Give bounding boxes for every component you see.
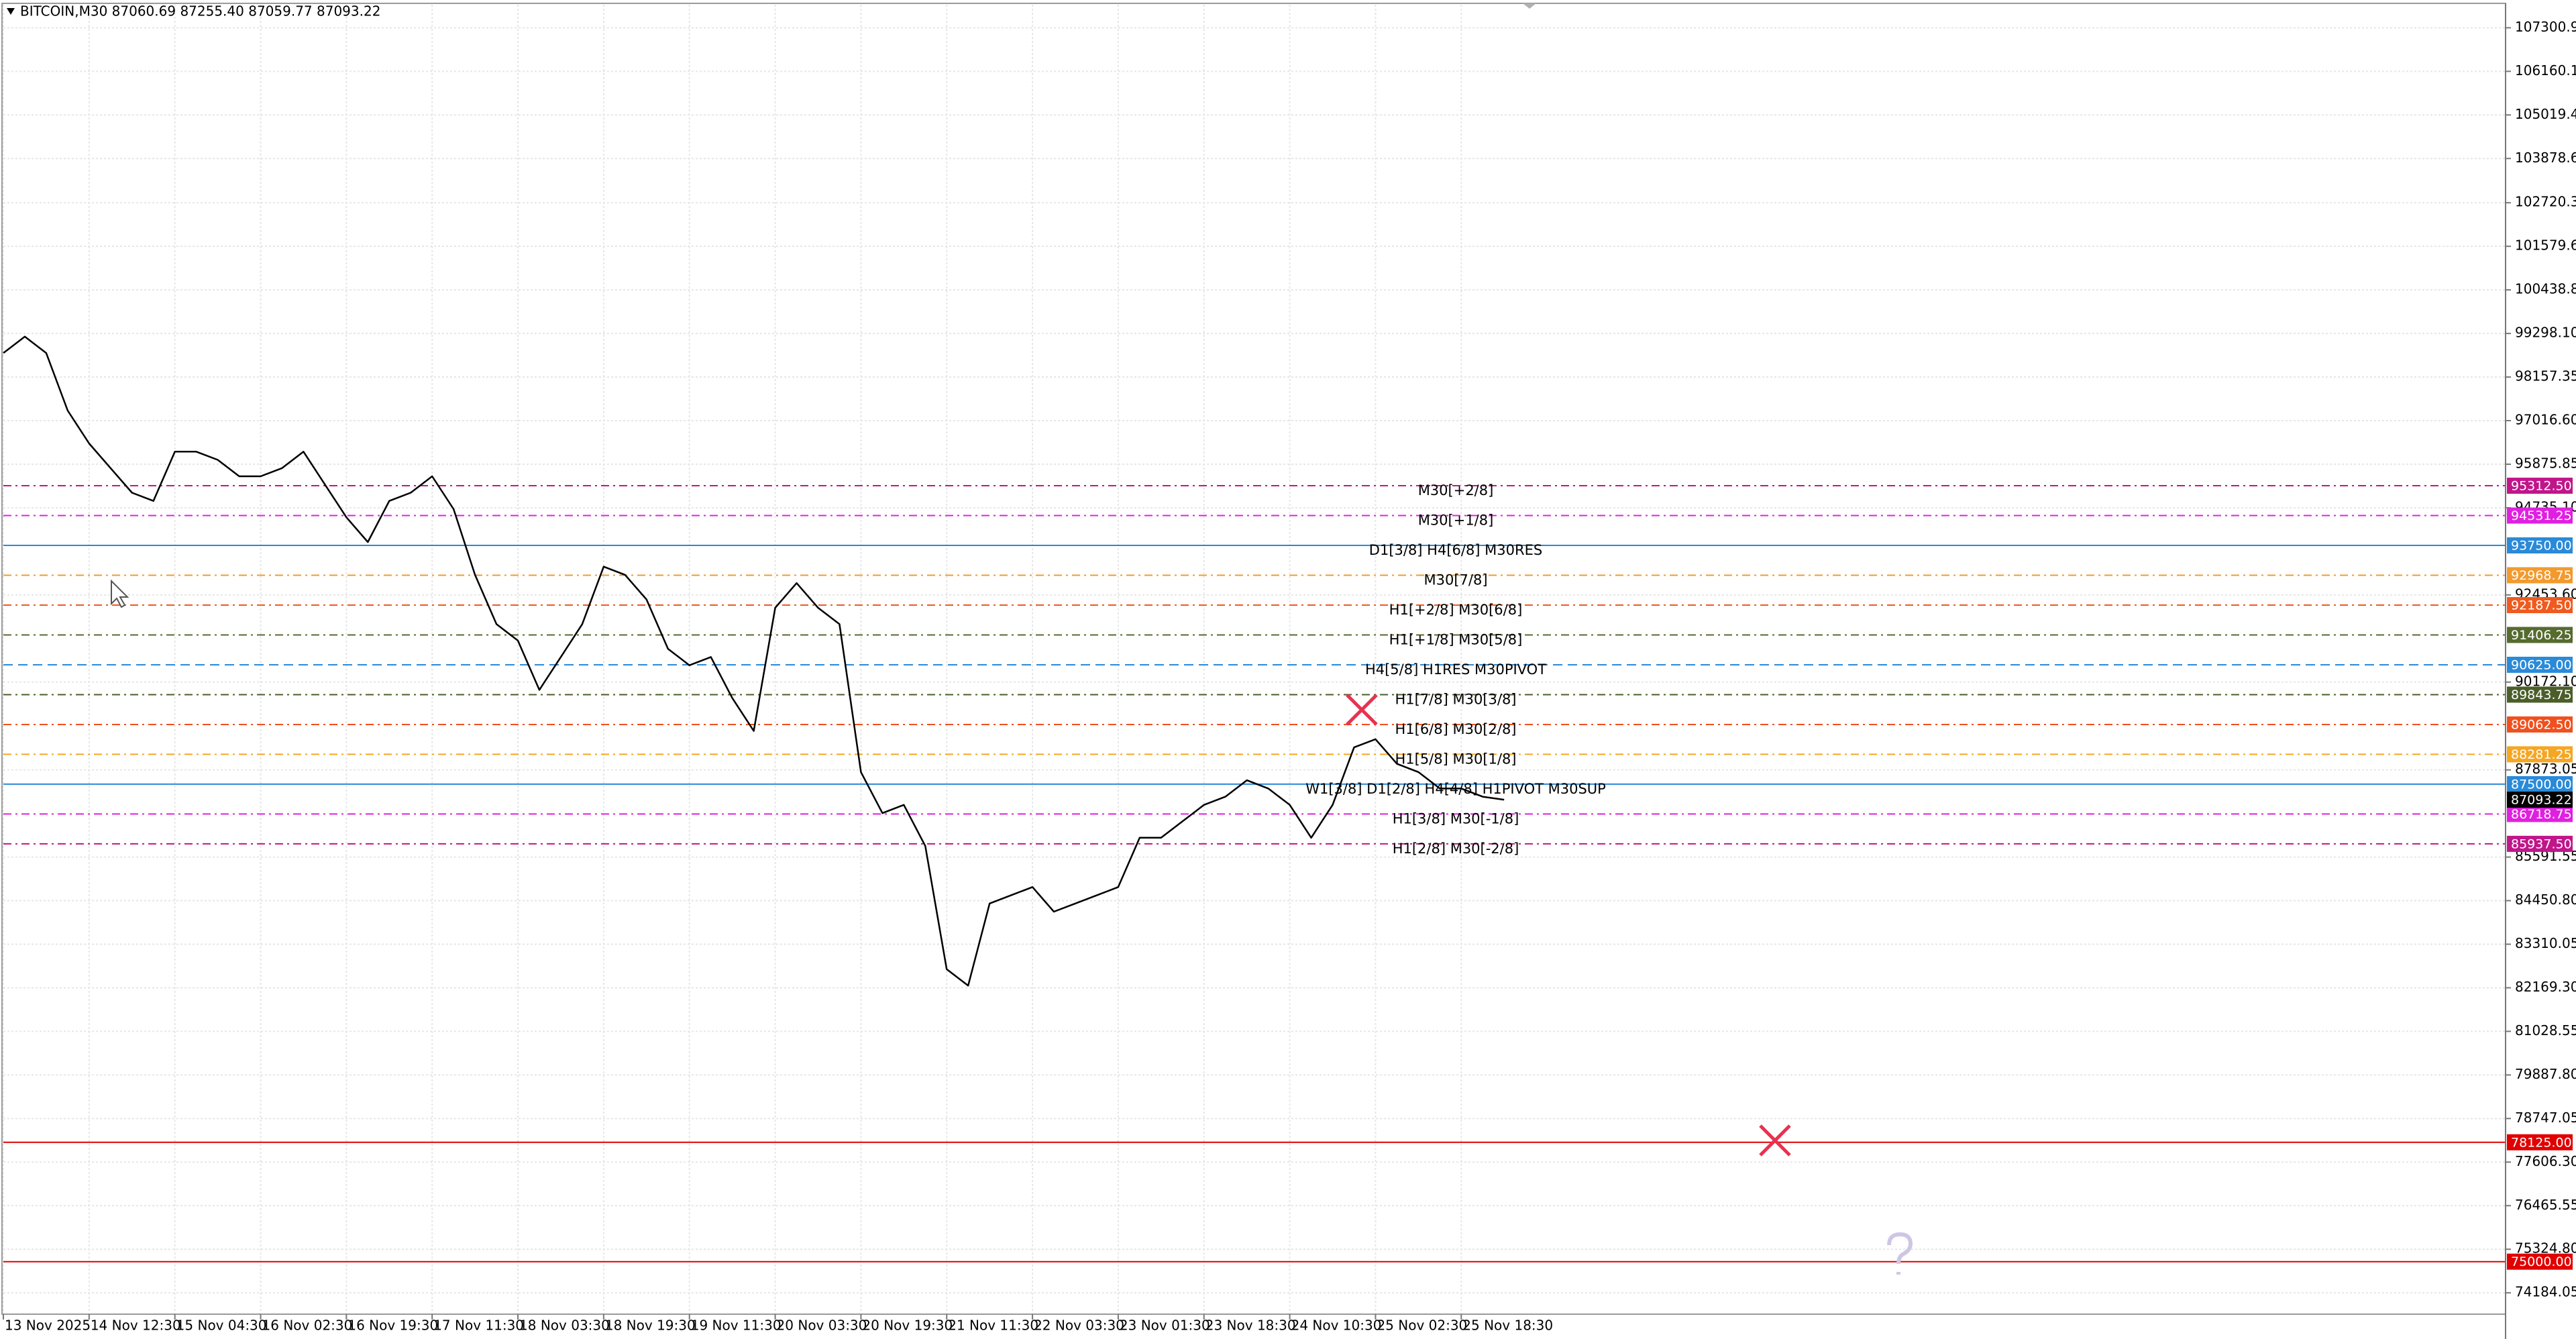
y-tick-label: 78747.05	[2515, 1110, 2576, 1126]
y-tick-label: 95875.85	[2515, 455, 2576, 471]
price-box	[2507, 835, 2573, 852]
x-tick-label: 17 Nov 11:30	[433, 1318, 524, 1334]
price-box	[2507, 567, 2573, 584]
cross-marker	[1759, 1124, 1791, 1157]
x-tick-label: 18 Nov 03:30	[519, 1318, 610, 1334]
price-box	[2507, 596, 2573, 613]
x-tick-label: 14 Nov 12:30	[91, 1318, 181, 1334]
y-tick-label: 79887.80	[2515, 1066, 2576, 1082]
y-tick-label: 99298.10	[2515, 325, 2576, 341]
price-box	[2507, 478, 2573, 494]
x-tick-label: 23 Nov 18:30	[1205, 1318, 1296, 1334]
last-price-label: 87093.22	[2511, 793, 2572, 808]
x-tick-label: 19 Nov 11:30	[691, 1318, 782, 1334]
price-box-label: 88281.25	[2511, 747, 2572, 762]
price-box	[2507, 627, 2573, 643]
last-price-box	[2507, 792, 2573, 808]
x-tick-label: 25 Nov 02:30	[1377, 1318, 1467, 1334]
y-tick-label: 76465.55	[2515, 1197, 2576, 1213]
axes: 107300.90 106160.15 105019.40 103878.65 1027…	[3, 19, 2576, 1334]
price-box	[2507, 746, 2573, 763]
x-tick-label: 15 Nov 04:30	[176, 1318, 267, 1334]
price-line	[3, 335, 1505, 987]
x-tick-label: 18 Nov 19:30	[605, 1318, 696, 1334]
level-label: H1[6/8] M30[2/8]	[1395, 721, 1516, 737]
x-tick-label: 23 Nov 01:30	[1120, 1318, 1210, 1334]
price-box	[2507, 1134, 2573, 1150]
y-tick-label: 90172.10	[2515, 673, 2576, 689]
grid	[3, 5, 2506, 1314]
y-tick-label: 84450.80	[2515, 892, 2576, 908]
price-box-label: 91406.25	[2511, 628, 2572, 643]
chart-header: BITCOIN,M30 87060.69 87255.40 87059.77 8…	[20, 3, 380, 19]
price-box-label: 87500.00	[2511, 777, 2572, 792]
price-box	[2507, 806, 2573, 822]
price-box	[2507, 716, 2573, 733]
level-label: H1[2/8] M30[-2/8]	[1393, 841, 1519, 857]
x-tick-label: 13 Nov 2025	[5, 1318, 91, 1334]
level-label: D1[3/8] H4[6/8] M30RES	[1369, 542, 1542, 558]
y-tick-label: 81028.55	[2515, 1022, 2576, 1038]
y-tick-label: 74184.05	[2515, 1284, 2576, 1300]
x-tick-label: 25 Nov 18:30	[1462, 1318, 1553, 1334]
level-label: H1[7/8] M30[3/8]	[1395, 691, 1516, 707]
cross-marker	[1346, 694, 1378, 726]
price-box	[2507, 686, 2573, 703]
x-tick-label: 21 Nov 11:30	[948, 1318, 1038, 1334]
level-label: M30[7/8]	[1424, 572, 1487, 588]
level-label: M30[+2/8]	[1418, 482, 1494, 498]
y-tick-label: 106160.15	[2515, 62, 2576, 78]
level-label: H1[5/8] M30[1/8]	[1395, 751, 1516, 767]
level-label: H1[+2/8] M30[6/8]	[1389, 602, 1523, 618]
level-label: H1[+1/8] M30[5/8]	[1389, 631, 1523, 647]
x-tick-label: 22 Nov 03:30	[1034, 1318, 1124, 1334]
price-box-label: 94531.25	[2511, 508, 2572, 523]
y-tick-label: 101579.60	[2515, 237, 2576, 254]
y-tick-label: 100438.85	[2515, 281, 2576, 297]
price-box-label: 78125.00	[2511, 1135, 2572, 1150]
x-tick-label: 16 Nov 02:30	[262, 1318, 353, 1334]
y-tick-label: 77606.30	[2515, 1153, 2576, 1169]
price-box-label: 89843.75	[2511, 688, 2572, 702]
y-tick-label: 102720.35	[2515, 194, 2576, 210]
price-box	[2507, 537, 2573, 554]
y-tick-label: 83310.05	[2515, 935, 2576, 951]
y-tick-label: 107300.90	[2515, 19, 2576, 35]
shift-marker	[1523, 3, 1536, 9]
price-box	[2507, 507, 2573, 524]
mouse-cursor	[111, 579, 129, 608]
x-tick-label: 20 Nov 03:30	[777, 1318, 867, 1334]
y-tick-label: 105019.40	[2515, 106, 2576, 122]
level-label: H4[5/8] H1RES M30PIVOT	[1365, 661, 1546, 678]
y-tick-label: 97016.60	[2515, 412, 2576, 428]
price-box	[2507, 775, 2573, 792]
price-box-label: 92968.75	[2511, 568, 2572, 583]
price-box-label: 89062.50	[2511, 717, 2572, 732]
price-layer	[3, 335, 1505, 987]
y-tick-label: 82169.30	[2515, 979, 2576, 995]
y-tick-label: 103878.65	[2515, 150, 2576, 166]
y-tick-label: 98157.35	[2515, 368, 2576, 384]
price-box-label: 86718.75	[2511, 807, 2572, 822]
price-box	[2507, 656, 2573, 673]
price-box-label: 93750.00	[2511, 539, 2572, 553]
x-tick-label: 24 Nov 10:30	[1291, 1318, 1382, 1334]
x-tick-label: 16 Nov 19:30	[347, 1318, 438, 1334]
price-box	[2507, 1253, 2573, 1270]
help-icon[interactable]	[1887, 1232, 1913, 1275]
y-tick-label: 87873.05	[2515, 761, 2576, 777]
level-label: H1[3/8] M30[-1/8]	[1393, 810, 1519, 826]
level-label: M30[+1/8]	[1418, 513, 1494, 529]
symbol-menu-arrow[interactable]	[7, 8, 15, 15]
x-tick-label: 20 Nov 19:30	[862, 1318, 953, 1334]
price-box-label: 92187.50	[2511, 598, 2572, 612]
price-box-label: 90625.00	[2511, 657, 2572, 672]
price-box-label: 75000.00	[2511, 1254, 2572, 1269]
price-box-label: 95312.50	[2511, 479, 2572, 494]
price-box-label: 85937.50	[2511, 837, 2572, 851]
levels: M30[+2/8] M30[+1/8] D1[3/8] H4[6/8] M30RES…	[3, 482, 2506, 1263]
